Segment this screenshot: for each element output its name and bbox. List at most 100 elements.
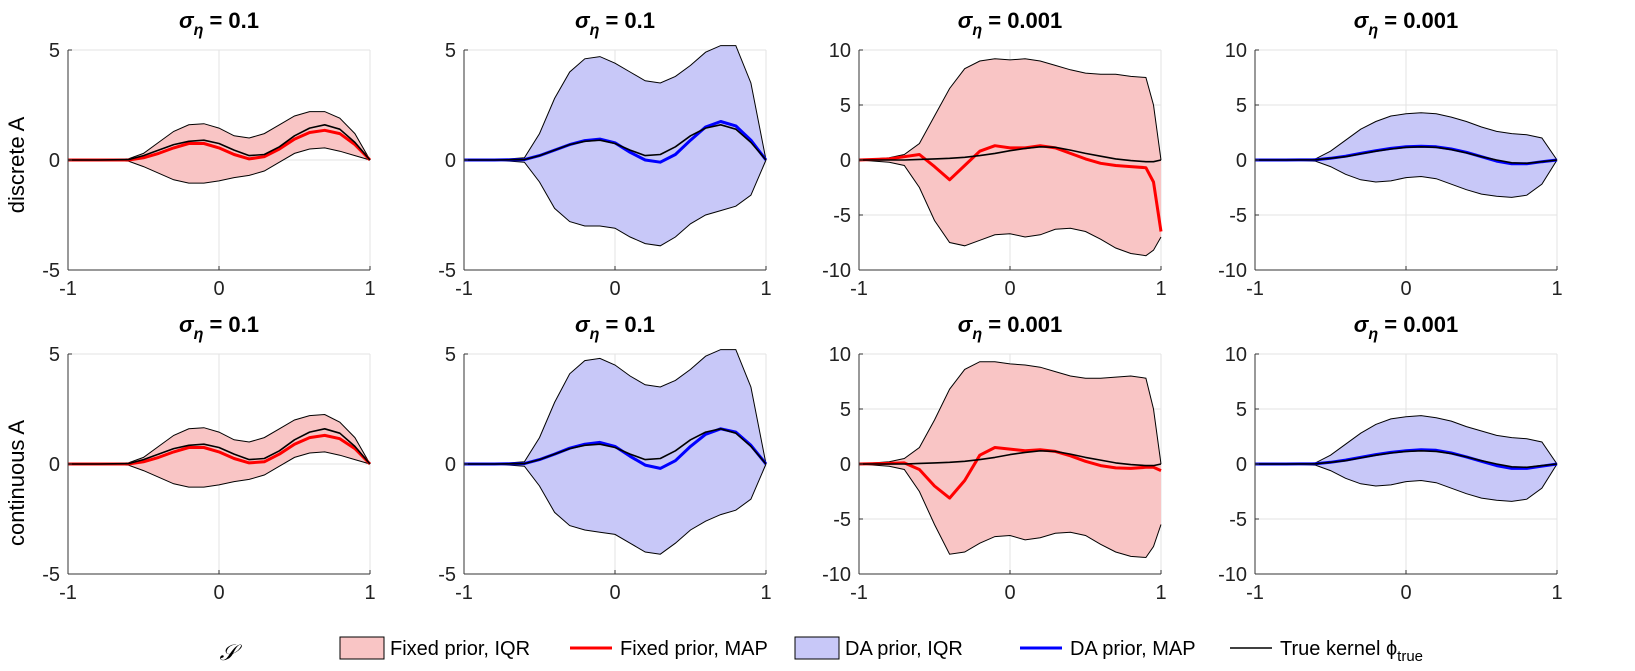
panel-r1c2-xtick-label-0: -1 xyxy=(850,582,868,604)
panel-r0c2-iqr-lower-edge xyxy=(858,159,1162,257)
panel-r0c3-ytick-label-2: 0 xyxy=(1236,150,1247,172)
panel-r0c1-iqr-upper-edge xyxy=(464,45,767,161)
row-label-discrete: discrete A xyxy=(4,116,29,213)
panel-r1c3-iqr-upper-edge xyxy=(1255,415,1558,465)
panel-r1c1-iqr-lower-edge xyxy=(464,463,767,555)
panel-r0c0-title-symbol: σ xyxy=(179,8,195,33)
panel-r1c2-xtick-label-1: 0 xyxy=(1004,582,1015,604)
panel-r1c3-iqr-lower-edge xyxy=(1255,463,1558,502)
panel-r1c0-title: ση = 0.1 xyxy=(179,312,259,343)
panel-r0c2-title-value: = 0.001 xyxy=(982,8,1062,33)
x-axis-label: 𝒮 xyxy=(219,641,242,666)
panel-r1c1-title-symbol: σ xyxy=(575,312,591,337)
panel-r1c2-title-value: = 0.001 xyxy=(982,312,1062,337)
panel-r1c1-title: ση = 0.1 xyxy=(575,312,655,343)
panel-r1c1-ytick-label-0: -5 xyxy=(438,564,456,586)
panel-r0c3-title-subscript: η xyxy=(1368,22,1378,39)
panel-r0c0: -1 0 1 -5 0 5 ση = 0.1 xyxy=(42,8,375,300)
panel-r0c0-xtick-label-2: 1 xyxy=(364,278,375,300)
panel-r0c2-xtick-label-2: 1 xyxy=(1155,278,1166,300)
panel-r0c0-title-subscript: η xyxy=(194,22,204,39)
panel-r0c1: -1 0 1 -5 0 5 ση = 0.1 xyxy=(438,8,771,300)
panel-r0c3-xtick-label-2: 1 xyxy=(1551,278,1562,300)
panel-r1c1-title-value: = 0.1 xyxy=(599,312,655,337)
panel-r1c0-ytick-label-0: -5 xyxy=(42,564,60,586)
panel-r1c1-xtick-label-2: 1 xyxy=(760,582,771,604)
legend-swatch-da-iqr xyxy=(794,636,840,660)
panel-r0c2-xtick-label-1: 0 xyxy=(1004,278,1015,300)
panel-r1c2-xtick-label-2: 1 xyxy=(1155,582,1166,604)
panel-r1c2-iqr-lower-edge xyxy=(858,463,1162,559)
panel-r0c2-ytick-label-3: 5 xyxy=(840,95,851,117)
panel-r1c3-title-value: = 0.001 xyxy=(1378,312,1458,337)
legend-label-da-iqr: DA prior, IQR xyxy=(845,638,963,660)
panel-r1c2-title: ση = 0.001 xyxy=(958,312,1063,343)
legend-swatch-fixed-iqr xyxy=(339,636,385,660)
panel-r1c0-ytick-label-2: 5 xyxy=(49,344,60,366)
legend-true-kernel-main: True kernel ϕ xyxy=(1280,638,1397,660)
panel-r1c0-iqr-upper-edge xyxy=(68,413,371,465)
panel-r0c1-iqr-band xyxy=(464,45,766,246)
panel-r1c0-map-line xyxy=(68,433,372,466)
panel-r0c1-ytick-label-0: -5 xyxy=(438,260,456,282)
panel-r0c2-title-symbol: σ xyxy=(958,8,974,33)
panel-r0c0-true-kernel-line xyxy=(68,124,371,161)
panel-r0c0-xtick-label-0: -1 xyxy=(59,278,77,300)
panel-r1c0-true-kernel-line xyxy=(68,427,371,465)
panel-r1c1-ytick-label-1: 0 xyxy=(445,454,456,476)
panel-r1c0-title-value: = 0.1 xyxy=(203,312,259,337)
panel-r1c0-title-symbol: σ xyxy=(179,312,195,337)
panel-r0c1-title-symbol: σ xyxy=(575,8,591,33)
panel-r1c0-title-subscript: η xyxy=(194,326,204,343)
panel-r0c0-iqr-lower-edge xyxy=(68,147,371,184)
panel-r1c2-ytick-label-3: 5 xyxy=(840,399,851,421)
panel-r1c3-title-symbol: σ xyxy=(1354,312,1370,337)
legend-label-da-map: DA prior, MAP xyxy=(1070,638,1196,660)
panel-r1c0-iqr-lower-edge xyxy=(68,451,371,488)
panel-r1c1-true-kernel-line xyxy=(464,427,767,465)
panel-r0c3-ytick-label-0: -10 xyxy=(1218,260,1247,282)
panel-r1c3-ytick-label-4: 10 xyxy=(1225,344,1247,366)
panel-r0c3-iqr-band xyxy=(1255,112,1557,198)
legend-label-fixed-map: Fixed prior, MAP xyxy=(620,638,768,660)
panel-r0c3-ytick-label-4: 10 xyxy=(1225,40,1247,62)
panel-r1c3-iqr-band xyxy=(1255,415,1557,502)
panel-r0c2-ytick-label-1: -5 xyxy=(833,205,851,227)
row-label-continuous: continuous A xyxy=(4,420,29,546)
legend-label-fixed-iqr: Fixed prior, IQR xyxy=(390,638,530,660)
panel-r0c1-xtick-label-2: 1 xyxy=(760,278,771,300)
panel-r0c2-ytick-label-4: 10 xyxy=(829,40,851,62)
panel-r0c3-title-symbol: σ xyxy=(1354,8,1370,33)
panel-r0c1-iqr-lower-edge xyxy=(464,159,767,247)
panel-r0c1-xtick-label-0: -1 xyxy=(455,278,473,300)
panel-r1c3-xtick-label-2: 1 xyxy=(1551,582,1562,604)
panel-r1c3-true-kernel-line xyxy=(1255,449,1558,469)
legend-true-kernel-sub: true xyxy=(1397,648,1423,665)
panel-r0c3-true-kernel-line xyxy=(1255,146,1558,165)
panel-r1c2-ytick-label-0: -10 xyxy=(822,564,851,586)
legend: Fixed prior, IQR Fixed prior, MAP DA pri… xyxy=(339,636,1423,665)
panel-r0c2-title: ση = 0.001 xyxy=(958,8,1063,39)
panel-r1c3-title: ση = 0.001 xyxy=(1354,312,1459,343)
panel-r1c3-ytick-label-2: 0 xyxy=(1236,454,1247,476)
panel-r1c3-ytick-label-3: 5 xyxy=(1236,399,1247,421)
panel-r1c1-title-subscript: η xyxy=(590,326,600,343)
panel-r0c1-ytick-label-1: 0 xyxy=(445,150,456,172)
panel-r0c0-title: ση = 0.1 xyxy=(179,8,259,39)
panel-r0c0-xtick-label-1: 0 xyxy=(213,278,224,300)
panel-r1c3-title-subscript: η xyxy=(1368,326,1378,343)
panel-r1c2-true-kernel-line xyxy=(859,449,1162,467)
panel-r0c2-ytick-label-2: 0 xyxy=(840,150,851,172)
panel-r1c0-xtick-label-2: 1 xyxy=(364,582,375,604)
panel-r0c3-iqr-upper-edge xyxy=(1255,112,1558,161)
panel-r0c0-title-value: = 0.1 xyxy=(203,8,259,33)
panel-r0c3-ytick-label-1: -5 xyxy=(1229,205,1247,227)
panel-r1c2-map-line xyxy=(858,446,1162,500)
panel-r0c2-title-subscript: η xyxy=(972,22,982,39)
panel-r0c2-iqr-band xyxy=(859,58,1161,256)
panel-r0c3-xtick-label-0: -1 xyxy=(1246,278,1264,300)
